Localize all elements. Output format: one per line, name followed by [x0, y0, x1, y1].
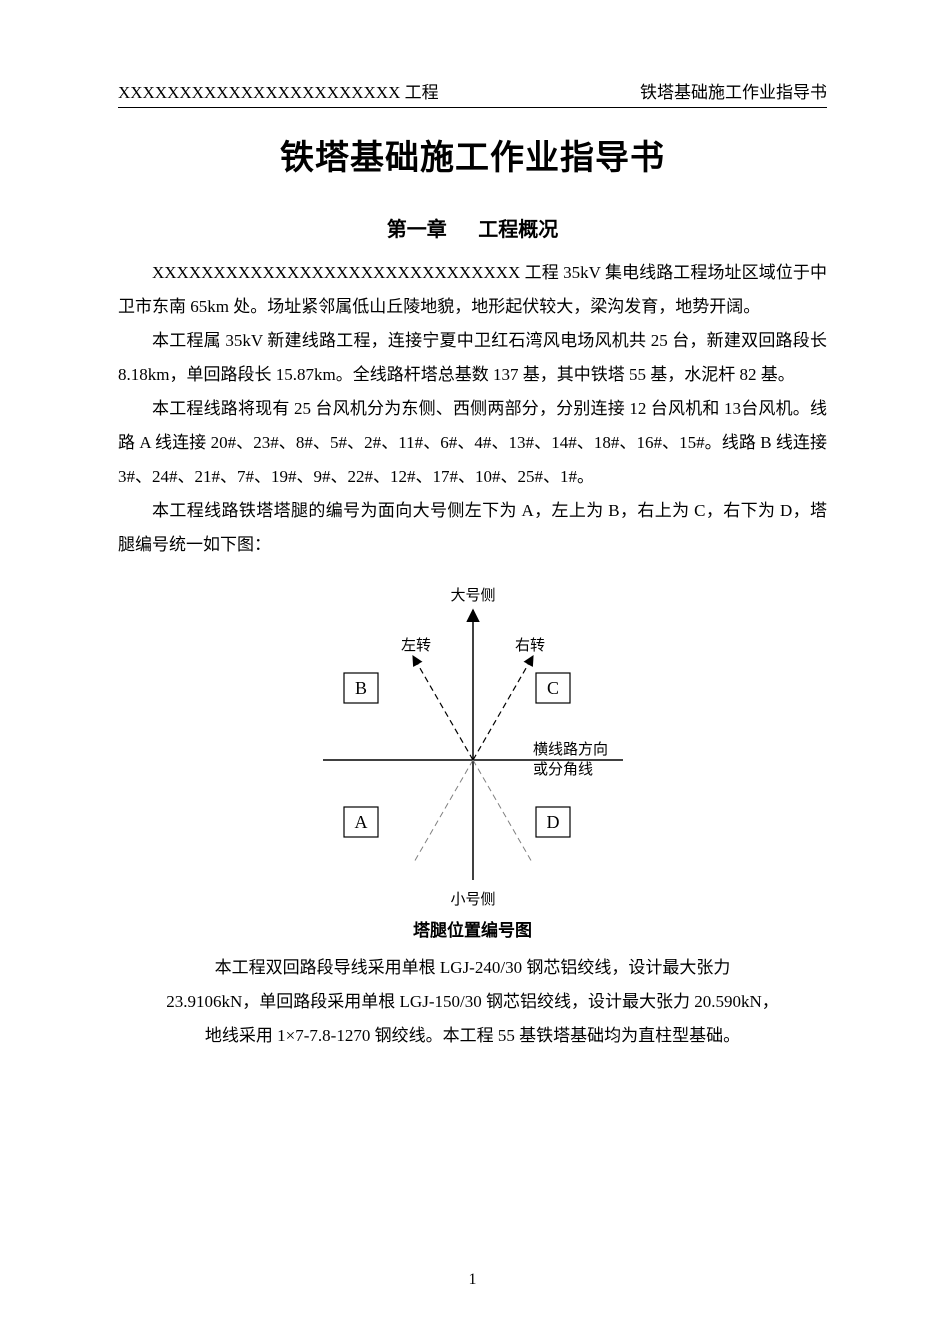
header-left: XXXXXXXXXXXXXXXXXXXXXXX 工程 — [118, 78, 439, 103]
header-right: 铁塔基础施工作业指导书 — [640, 78, 827, 103]
svg-text:B: B — [354, 678, 366, 698]
paragraph-4: 本工程线路铁塔塔腿的编号为面向大号侧左下为 A，左上为 B，右上为 C，右下为 … — [118, 494, 827, 562]
chapter-heading: 第一章 工程概况 — [118, 213, 827, 242]
chapter-number: 第一章 — [387, 219, 447, 241]
diagram-caption: 塔腿位置编号图 — [118, 916, 827, 941]
document-title: 铁塔基础施工作业指导书 — [118, 130, 827, 179]
svg-text:横线路方向: 横线路方向 — [533, 741, 608, 758]
svg-text:大号侧: 大号侧 — [450, 587, 495, 604]
paragraph-2: 本工程属 35kV 新建线路工程，连接宁夏中卫红石湾风电场风机共 25 台，新建… — [118, 324, 827, 392]
page-header: XXXXXXXXXXXXXXXXXXXXXXX 工程 铁塔基础施工作业指导书 — [118, 78, 827, 108]
after-line-2: 23.9106kN，单回路段采用单根 LGJ-150/30 钢芯铝绞线，设计最大… — [118, 985, 827, 1019]
svg-text:或分角线: 或分角线 — [533, 761, 593, 778]
svg-text:左转: 左转 — [400, 637, 430, 654]
after-line-3: 地线采用 1×7-7.8-1270 钢绞线。本工程 55 基铁塔基础均为直柱型基… — [118, 1019, 827, 1053]
after-line-1: 本工程双回路段导线采用单根 LGJ-240/30 钢芯铝绞线，设计最大张力 — [118, 951, 827, 985]
tower-leg-diagram: A B C D 大号侧小号侧 左转 右转横线路方向或分角线 — [293, 580, 653, 910]
diagram-container: A B C D 大号侧小号侧 左转 右转横线路方向或分角线 — [118, 580, 827, 910]
body-text: XXXXXXXXXXXXXXXXXXXXXXXXXXXXXX 工程 35kV 集… — [118, 256, 827, 562]
svg-text:右转: 右转 — [515, 637, 545, 654]
svg-text:D: D — [546, 812, 559, 832]
page-number: 1 — [0, 1271, 945, 1289]
paragraph-3: 本工程线路将现有 25 台风机分为东侧、西侧两部分，分别连接 12 台风机和 1… — [118, 392, 827, 494]
svg-text:小号侧: 小号侧 — [450, 891, 495, 908]
svg-text:A: A — [354, 812, 367, 832]
chapter-name: 工程概况 — [478, 219, 558, 241]
svg-text:C: C — [546, 678, 558, 698]
paragraph-1: XXXXXXXXXXXXXXXXXXXXXXXXXXXXXX 工程 35kV 集… — [118, 256, 827, 324]
after-paragraph: 本工程双回路段导线采用单根 LGJ-240/30 钢芯铝绞线，设计最大张力 23… — [118, 951, 827, 1053]
